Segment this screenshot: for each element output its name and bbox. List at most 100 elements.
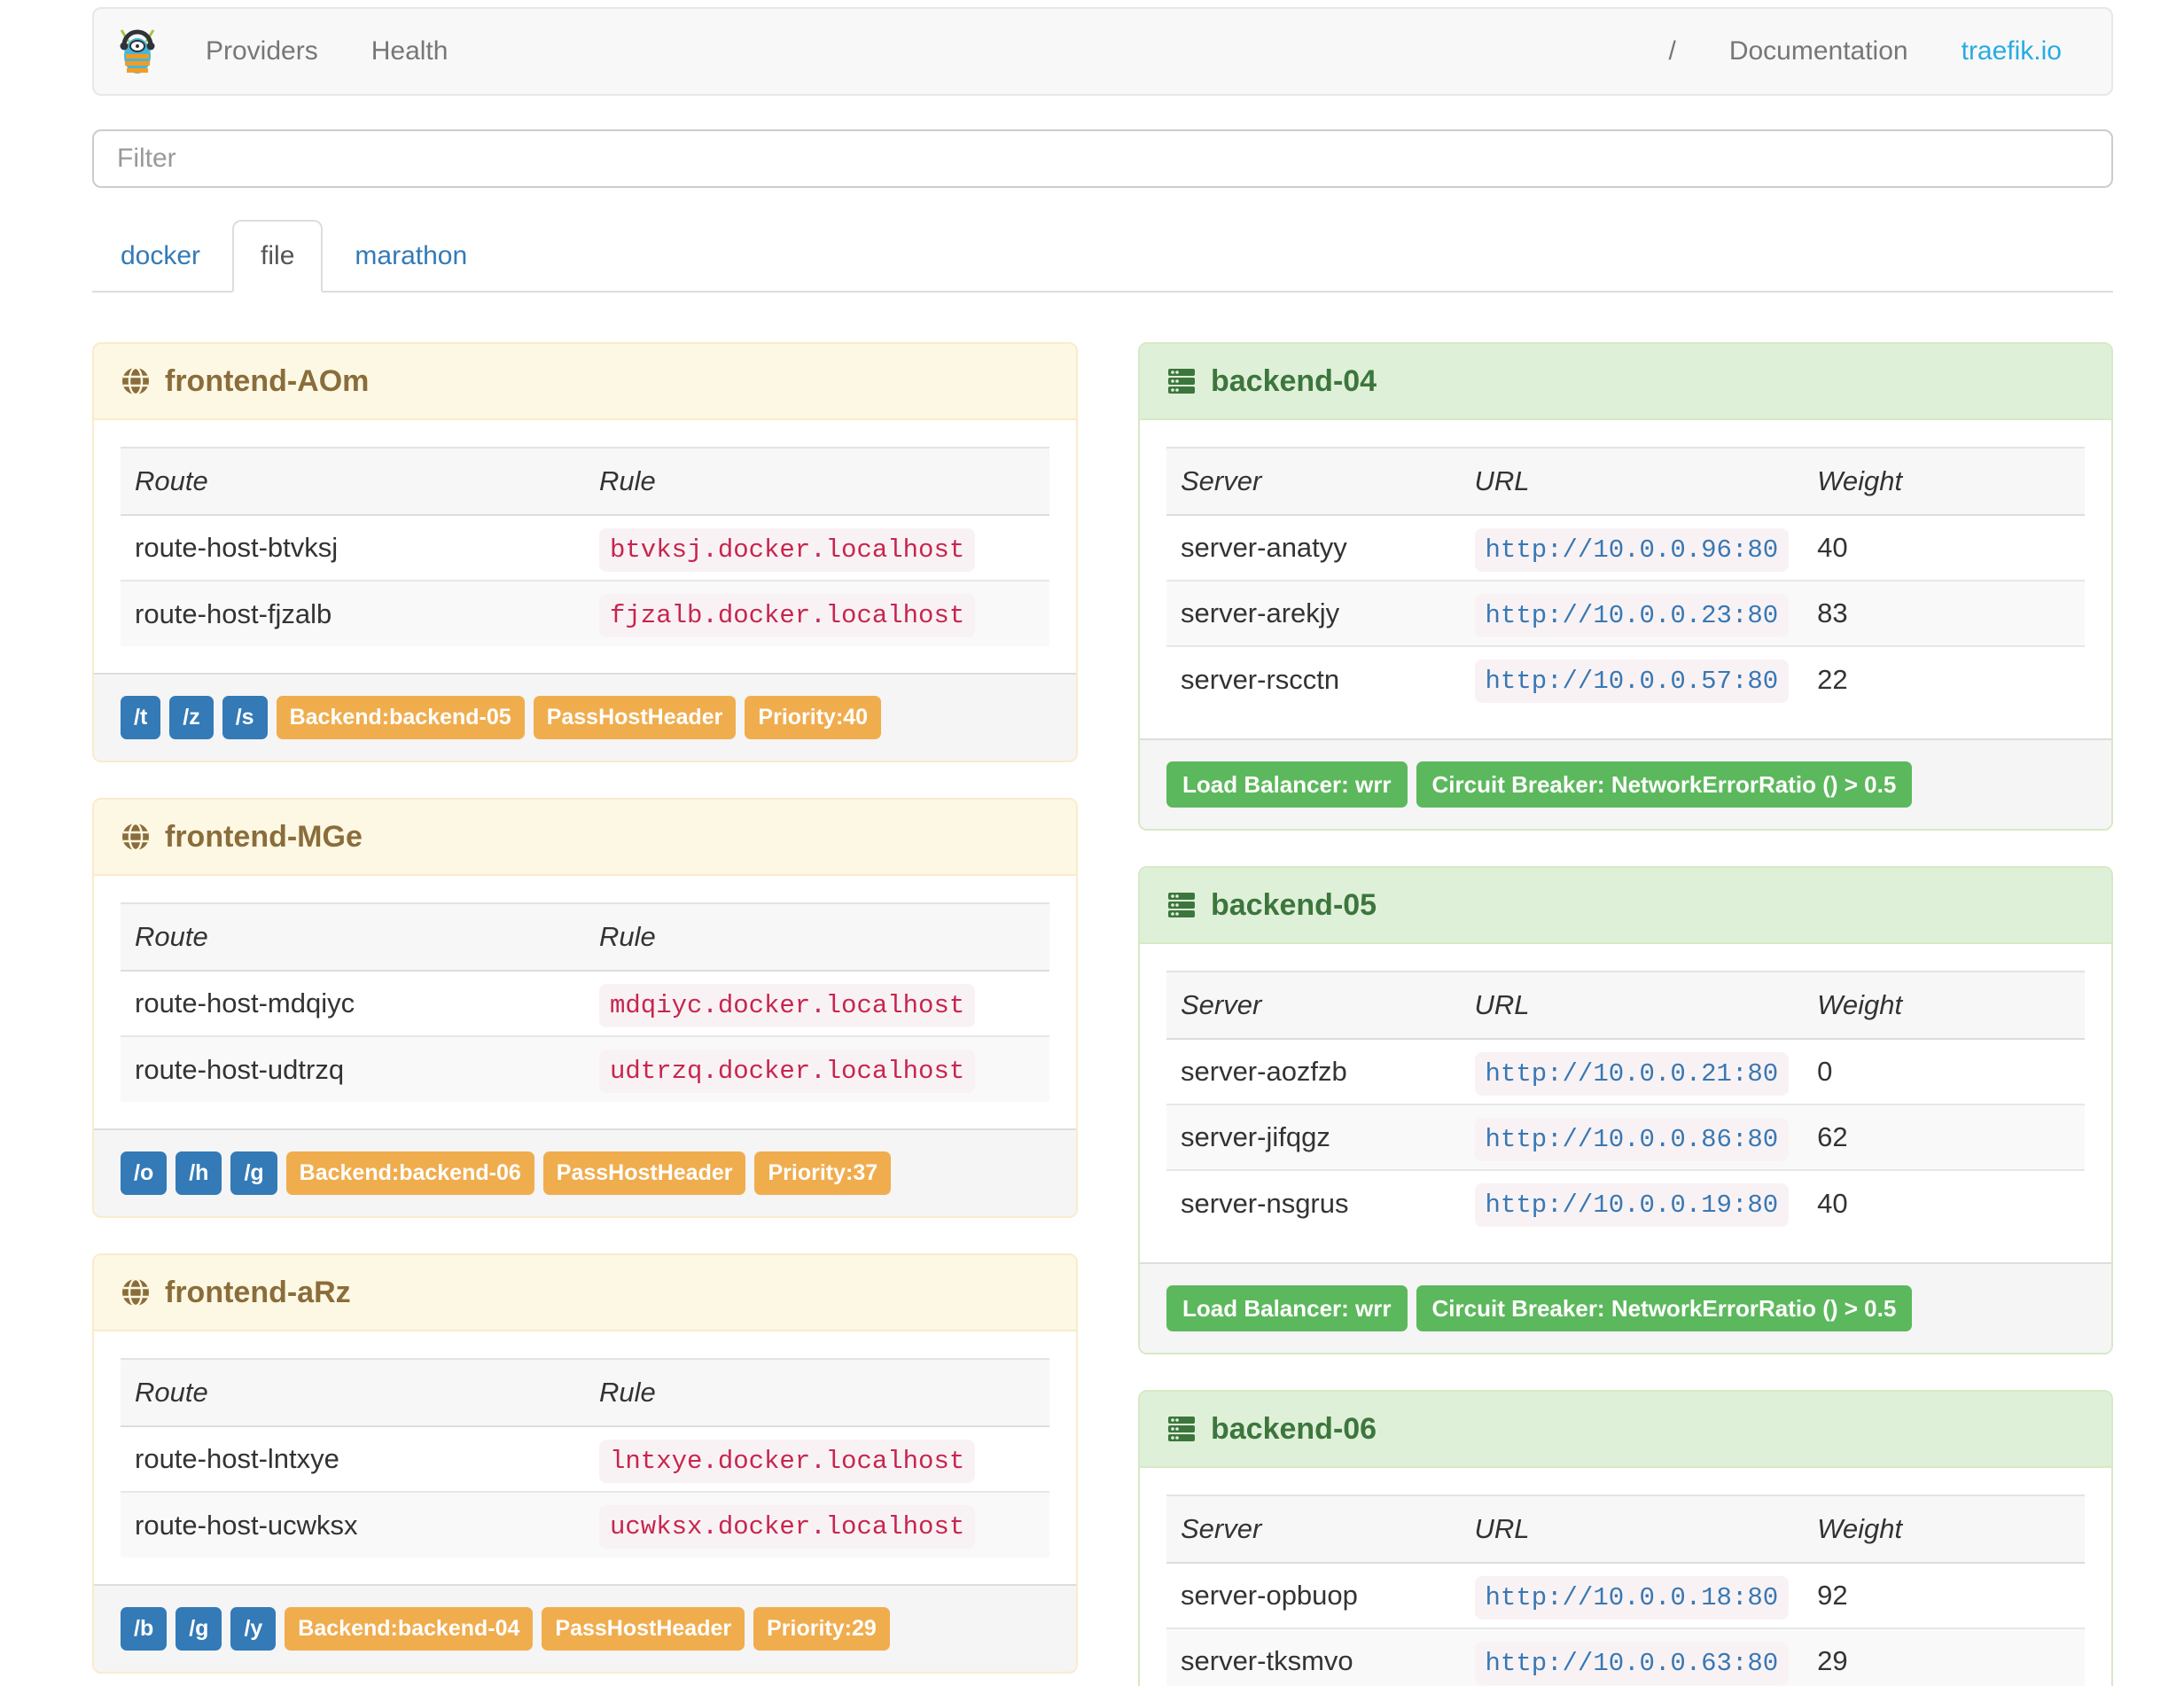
frontend-panel-footer: /b /g /y Backend:backend-04 PassHostHead…: [94, 1584, 1076, 1672]
nav-link-health[interactable]: Health: [370, 36, 448, 66]
column-header-route: Route: [121, 902, 585, 972]
filter-input[interactable]: [92, 129, 2113, 188]
table-row: route-host-fjzalb fjzalb.docker.localhos…: [121, 580, 1049, 646]
tab-marathon[interactable]: marathon: [355, 241, 468, 270]
entrypoint-badge: /y: [230, 1607, 277, 1651]
content-row: frontend-AOm Route Rule route-host-btvks…: [92, 342, 2113, 1686]
servers-table: Server URL Weight server-opbuop http://1…: [1166, 1495, 2085, 1686]
column-header-server: Server: [1166, 1495, 1461, 1564]
frontend-panel-header: frontend-AOm: [94, 344, 1076, 420]
frontend-panel-body: Route Rule route-host-mdqiyc mdqiyc.dock…: [94, 876, 1076, 1128]
server-icon: [1166, 1414, 1197, 1444]
entrypoint-badge: /b: [121, 1607, 168, 1651]
column-header-server: Server: [1166, 971, 1461, 1040]
route-name: route-host-btvksj: [135, 532, 339, 563]
frontend-panel: frontend-aRz Route Rule route-host-lntxy…: [92, 1253, 1078, 1674]
navbar-right: / Documentation traefik.io: [1642, 36, 2088, 66]
table-header-row: Route Rule: [121, 1358, 1049, 1427]
backend-ref-badge: Backend:backend-06: [285, 1151, 534, 1195]
column-header-rule: Rule: [585, 1358, 1049, 1427]
server-weight: 40: [1803, 1169, 2085, 1236]
server-name: server-aozfzb: [1181, 1056, 1347, 1087]
server-icon: [1166, 366, 1197, 396]
table-row: server-nsgrus http://10.0.0.19:80 40: [1166, 1169, 2085, 1236]
traefik-logo[interactable]: [117, 27, 158, 75]
routes-table: Route Rule route-host-btvksj btvksj.dock…: [121, 447, 1049, 646]
server-url: http://10.0.0.63:80: [1474, 1641, 1790, 1685]
server-icon: [1166, 890, 1197, 920]
servers-table: Server URL Weight server-anatyy http://1…: [1166, 447, 2085, 712]
tab-file[interactable]: file: [232, 220, 324, 293]
backend-panel: backend-05 Server URL Weight server-aozf…: [1138, 866, 2113, 1354]
server-weight: 62: [1803, 1104, 2085, 1170]
table-row: route-host-udtrzq udtrzq.docker.localhos…: [121, 1035, 1049, 1102]
server-url: http://10.0.0.18:80: [1474, 1575, 1790, 1620]
column-header-weight: Weight: [1803, 447, 2085, 516]
nav-separator: /: [1668, 36, 1676, 66]
backend-panel-header: backend-05: [1140, 868, 2111, 944]
table-row: server-anatyy http://10.0.0.96:80 40: [1166, 515, 2085, 581]
backend-name: backend-04: [1211, 363, 1377, 398]
table-row: server-jifqgz http://10.0.0.86:80 62: [1166, 1104, 2085, 1170]
frontend-panel: frontend-MGe Route Rule route-host-mdqiy…: [92, 798, 1078, 1218]
frontend-panel-body: Route Rule route-host-lntxye lntxye.dock…: [94, 1331, 1076, 1584]
frontend-panel-header: frontend-aRz: [94, 1255, 1076, 1331]
table-row: route-host-ucwksx ucwksx.docker.localhos…: [121, 1491, 1049, 1557]
table-row: server-arekjy http://10.0.0.23:80 83: [1166, 580, 2085, 646]
tab-docker[interactable]: docker: [121, 241, 201, 270]
provider-tabs: docker file marathon: [92, 220, 2113, 293]
route-name: route-host-lntxye: [135, 1443, 339, 1474]
backend-panel-body: Server URL Weight server-aozfzb http://1…: [1140, 944, 2111, 1262]
table-row: server-tksmvo http://10.0.0.63:80 29: [1166, 1627, 2085, 1686]
route-name: route-host-mdqiyc: [135, 987, 355, 1019]
load-balancer-badge: Load Balancer: wrr: [1166, 761, 1408, 808]
entrypoint-badge: /g: [230, 1151, 277, 1195]
tab-item: file: [232, 220, 324, 293]
priority-badge: Priority:29: [753, 1607, 890, 1651]
route-name: route-host-fjzalb: [121, 580, 585, 646]
table-row: route-host-mdqiyc mdqiyc.docker.localhos…: [121, 971, 1049, 1036]
table-row: route-host-btvksj btvksj.docker.localhos…: [121, 515, 1049, 581]
frontend-panel-footer: /t /z /s Backend:backend-05 PassHostHead…: [94, 673, 1076, 761]
server-name: server-anatyy: [1181, 532, 1347, 563]
routes-table: Route Rule route-host-lntxye lntxye.dock…: [121, 1358, 1049, 1557]
tab-item: docker: [92, 220, 229, 291]
nav-link-providers[interactable]: Providers: [206, 36, 318, 66]
server-url: http://10.0.0.19:80: [1474, 1183, 1790, 1227]
backend-name: backend-05: [1211, 887, 1377, 922]
backend-ref-badge: Backend:backend-05: [276, 696, 525, 739]
globe-icon: [121, 1277, 151, 1307]
column-header-rule: Rule: [585, 902, 1049, 972]
frontends-column: frontend-AOm Route Rule route-host-btvks…: [92, 342, 1078, 1686]
tab-item: marathon: [326, 220, 495, 291]
column-header-rule: Rule: [585, 447, 1049, 516]
nav-link-documentation[interactable]: Documentation: [1728, 36, 1908, 66]
server-weight: 22: [1803, 645, 2085, 712]
server-weight: 29: [1803, 1627, 2085, 1686]
priority-badge: Priority:37: [754, 1151, 892, 1195]
backend-panel: backend-04 Server URL Weight server-anat…: [1138, 342, 2113, 831]
frontend-panel-header: frontend-MGe: [94, 800, 1076, 876]
server-url: http://10.0.0.86:80: [1474, 1117, 1790, 1161]
passhostheader-badge: PassHostHeader: [542, 1151, 746, 1195]
column-header-url: URL: [1460, 1495, 1804, 1564]
table-header-row: Server URL Weight: [1166, 447, 2085, 516]
backend-ref-badge: Backend:backend-04: [285, 1607, 534, 1651]
server-weight: 40: [1817, 532, 1848, 563]
entrypoint-badge: /t: [121, 696, 161, 739]
passhostheader-badge: PassHostHeader: [542, 1607, 745, 1651]
route-rule: mdqiyc.docker.localhost: [599, 983, 976, 1027]
route-rule: btvksj.docker.localhost: [599, 527, 976, 572]
server-name: server-jifqgz: [1166, 1104, 1461, 1170]
backend-name: backend-06: [1211, 1411, 1377, 1446]
table-header-row: Server URL Weight: [1166, 1495, 2085, 1564]
server-url: http://10.0.0.96:80: [1474, 527, 1790, 572]
table-row: route-host-lntxye lntxye.docker.localhos…: [121, 1426, 1049, 1492]
frontend-name: frontend-AOm: [165, 363, 370, 398]
column-header-route: Route: [121, 447, 585, 516]
table-header-row: Route Rule: [121, 902, 1049, 972]
route-rule: fjzalb.docker.localhost: [599, 594, 976, 637]
table-row: server-aozfzb http://10.0.0.21:80 0: [1166, 1039, 2085, 1104]
frontend-name: frontend-MGe: [165, 819, 363, 854]
nav-link-traefik-io[interactable]: traefik.io: [1961, 36, 2062, 66]
